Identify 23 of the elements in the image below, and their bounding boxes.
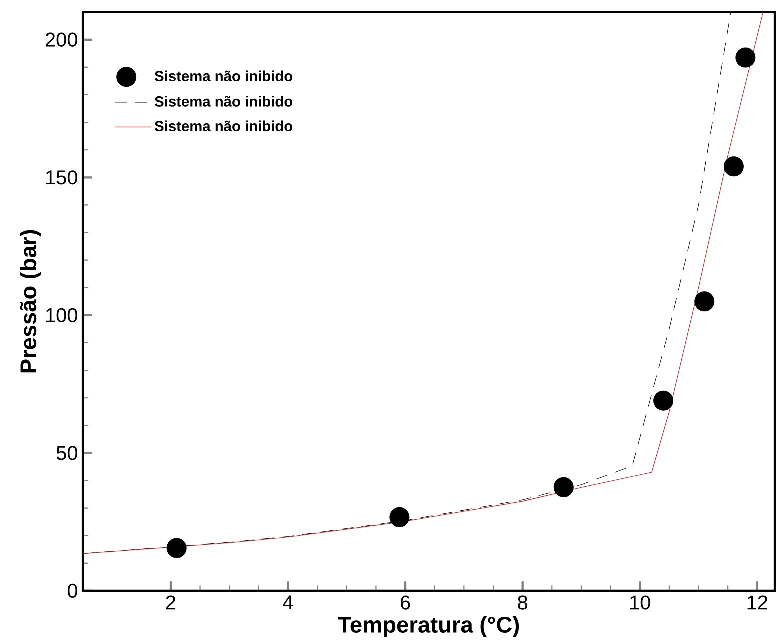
legend-label: Sistema não inibido bbox=[154, 120, 293, 132]
point bbox=[166, 538, 187, 558]
legend-label: Sistema não inibido bbox=[154, 70, 293, 82]
point bbox=[694, 292, 715, 312]
point bbox=[654, 390, 674, 411]
point bbox=[390, 507, 410, 528]
legend-label: Sistema não inibido bbox=[154, 96, 293, 107]
x-axis-title: Temperatura (°C) bbox=[338, 616, 520, 638]
point bbox=[736, 48, 756, 68]
x-tick-label: 8 bbox=[518, 596, 528, 610]
point bbox=[554, 477, 574, 498]
x-tick-label: 2 bbox=[166, 596, 176, 610]
point bbox=[724, 156, 744, 177]
x-tick-label: 4 bbox=[283, 596, 294, 610]
x-tick-label: 12 bbox=[748, 596, 768, 610]
y-tick-label: 200 bbox=[46, 32, 78, 47]
y-tick-label: 50 bbox=[56, 446, 78, 460]
x-tick-label: 10 bbox=[630, 596, 650, 610]
x-tick-label: 6 bbox=[401, 596, 410, 610]
y-tick-label: 150 bbox=[46, 170, 78, 185]
y-axis-title: Pressão (bar) bbox=[20, 230, 42, 373]
y-tick-label: 0 bbox=[68, 584, 78, 598]
y-tick-label: 100 bbox=[46, 308, 78, 323]
